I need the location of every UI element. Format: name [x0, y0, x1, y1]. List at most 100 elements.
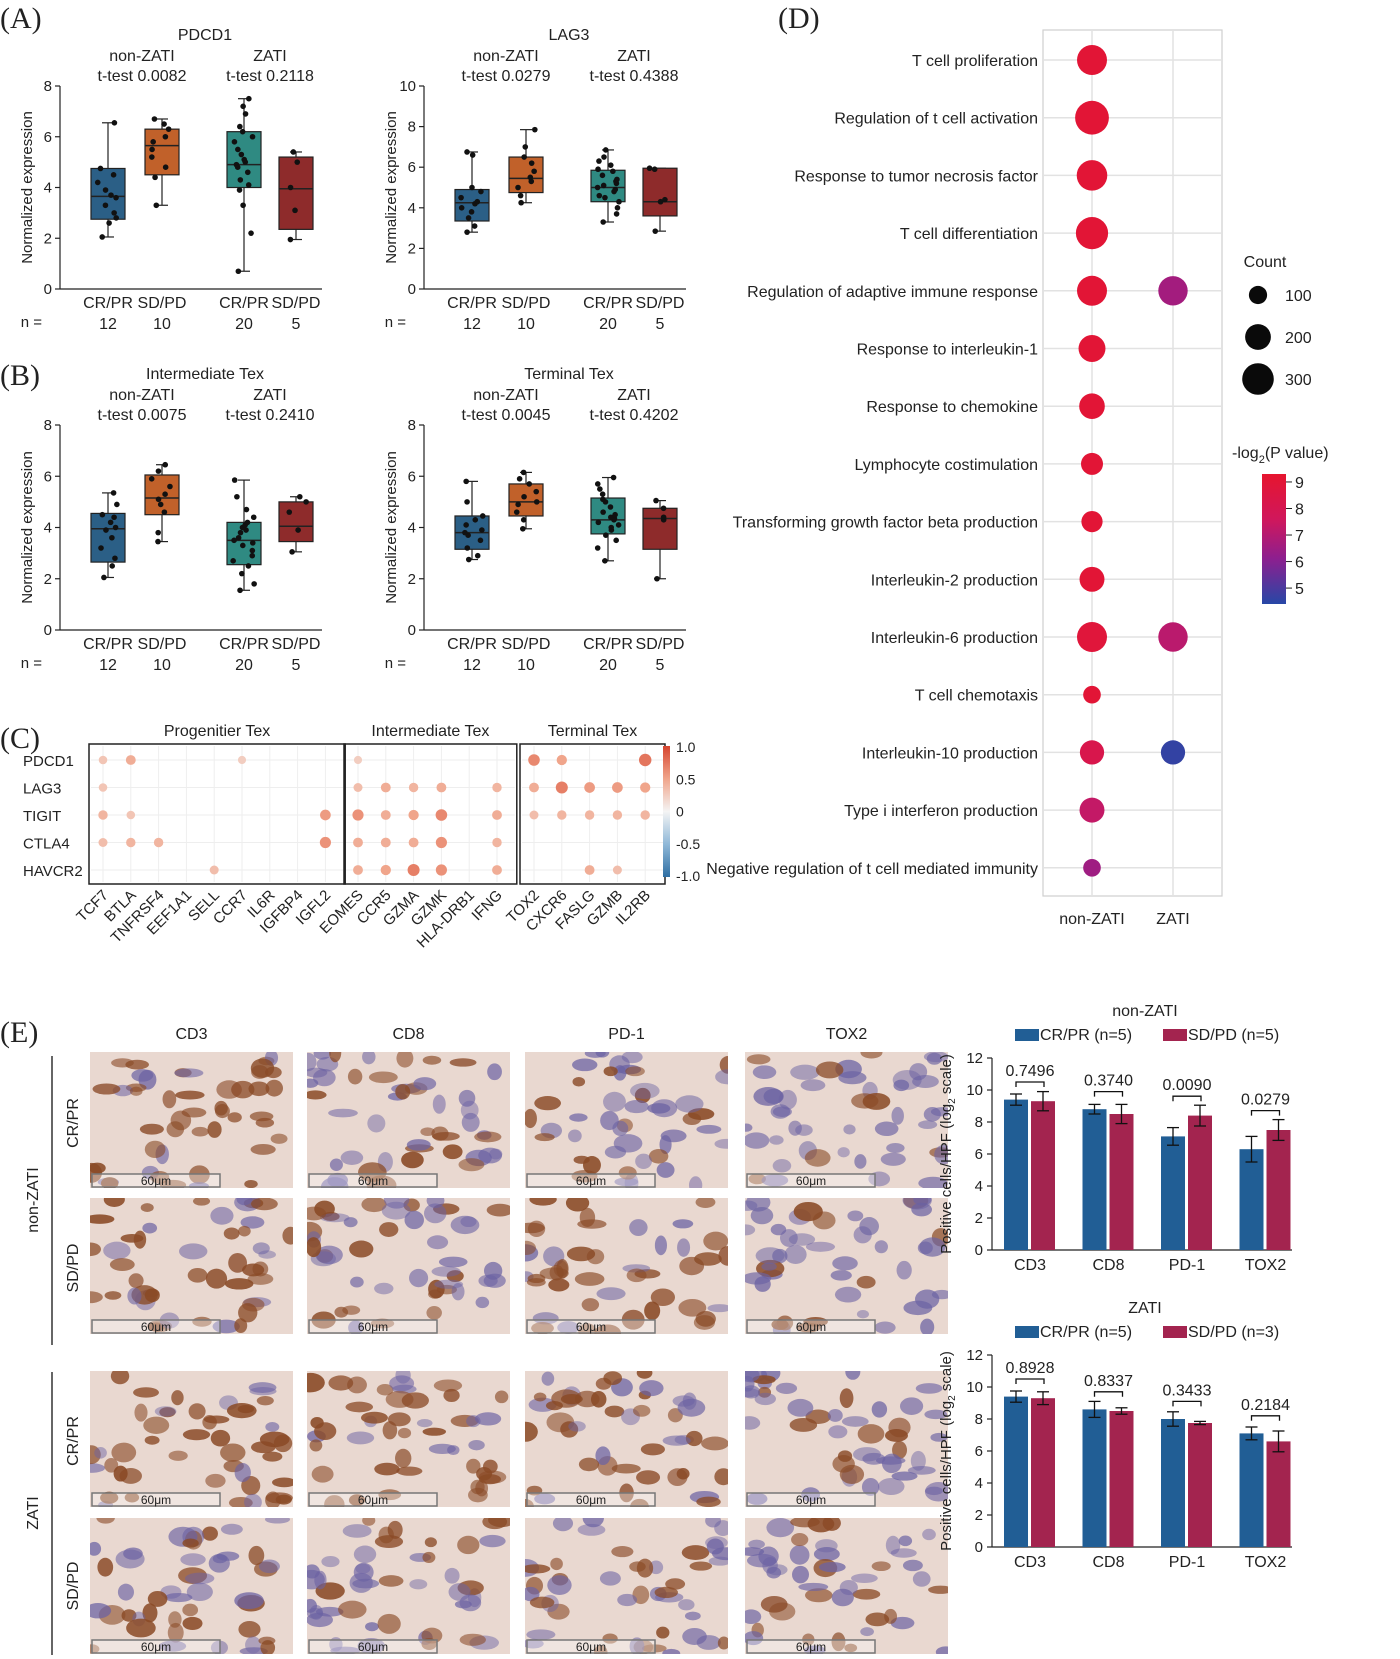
- correlation-heatmap: PDCD1 LAG3 TIGIT CTLA4 HAVCR2 Progenitier Tex…: [23, 723, 700, 951]
- significance-bracket: [1172, 1400, 1202, 1407]
- nucleus: [795, 1124, 813, 1136]
- stained-cell: [442, 1144, 463, 1160]
- stained-cell: [884, 1608, 898, 1624]
- stained-cell: [307, 1237, 322, 1258]
- heatmap-cell: [408, 837, 419, 848]
- stained-cell: [214, 1100, 228, 1116]
- stained-cell: [362, 1518, 376, 1526]
- bar-tox2-crpr: [1239, 1433, 1264, 1547]
- data-point: [296, 493, 303, 500]
- data-point: [652, 228, 659, 234]
- stained-cell: [852, 1588, 881, 1600]
- colorbar-tick-label: 6: [1295, 555, 1304, 572]
- nucleus: [599, 1571, 621, 1586]
- nucleus: [880, 1152, 906, 1166]
- x-category-label: CR/PR: [83, 295, 133, 312]
- bubble-point: [1077, 45, 1107, 75]
- nucleus: [327, 1172, 348, 1188]
- stained-cell: [527, 1220, 546, 1238]
- stained-cell: [815, 1061, 844, 1079]
- stained-cell: [581, 1298, 600, 1312]
- nucleus: [911, 1202, 932, 1217]
- data-point: [244, 169, 251, 176]
- nucleus: [935, 1646, 948, 1654]
- stained-cell: [443, 1388, 460, 1403]
- group-name-zati: ZATI: [617, 387, 650, 404]
- heatmap-cell: [380, 782, 391, 793]
- nucleus: [875, 1456, 906, 1465]
- stained-cell: [547, 1603, 570, 1620]
- stained-cell: [205, 1268, 228, 1289]
- nucleus: [340, 1150, 364, 1165]
- stained-cell: [311, 1465, 334, 1483]
- data-point: [599, 491, 606, 497]
- stained-cell: [171, 1390, 184, 1406]
- data-point: [458, 205, 465, 211]
- data-point: [109, 563, 116, 569]
- nucleus: [478, 1147, 503, 1164]
- stained-cell: [422, 1427, 447, 1436]
- y-tick-label: 4: [975, 1475, 983, 1492]
- stained-cell: [611, 1463, 641, 1474]
- stained-cell: [630, 1498, 649, 1507]
- data-point: [102, 202, 109, 209]
- data-point: [109, 534, 115, 541]
- ttest-nonzati: t-test 0.0075: [98, 407, 187, 424]
- data-point: [515, 184, 521, 191]
- stained-cell: [640, 1443, 665, 1456]
- data-point: [112, 555, 118, 562]
- stained-cell: [603, 1371, 623, 1385]
- bubble-point: [1158, 622, 1188, 652]
- nucleus: [451, 1283, 465, 1301]
- nucleus: [249, 1387, 277, 1396]
- nucleus: [307, 1078, 319, 1088]
- data-point: [477, 537, 484, 544]
- nucleus: [629, 1219, 648, 1236]
- colorbar-tick-label: 5: [1295, 581, 1304, 598]
- heatmap-cell: [319, 836, 331, 849]
- data-point: [463, 522, 469, 528]
- scale-bar-label: 60μm: [141, 1320, 171, 1334]
- nucleus: [770, 1104, 791, 1119]
- data-point: [520, 469, 527, 476]
- stained-cell: [193, 1198, 211, 1206]
- stained-cell: [718, 1245, 728, 1266]
- stained-cell: [349, 1240, 374, 1258]
- nucleus: [891, 1471, 918, 1481]
- bar-tox2-sdpd: [1266, 1441, 1291, 1547]
- n-prefix: n =: [21, 655, 43, 672]
- stained-cell: [689, 1561, 713, 1571]
- sample-count: 5: [292, 316, 301, 333]
- nucleus: [525, 1638, 544, 1649]
- data-point: [522, 144, 529, 150]
- stained-cell: [92, 1083, 121, 1095]
- stained-cell: [771, 1319, 789, 1330]
- nucleus: [328, 1108, 358, 1118]
- stained-cell: [307, 1090, 327, 1100]
- nucleus: [923, 1052, 948, 1063]
- scale-bar-label: 60μm: [141, 1640, 171, 1654]
- nucleus: [489, 1148, 503, 1160]
- bar-cd3-sdpd: [1031, 1398, 1055, 1547]
- stained-cell: [104, 1458, 119, 1473]
- data-point: [101, 574, 107, 581]
- data-point: [612, 511, 618, 518]
- bar-pd-1-crpr: [1161, 1136, 1185, 1250]
- data-point: [458, 194, 464, 201]
- data-point: [527, 174, 534, 181]
- data-point: [601, 154, 607, 160]
- nucleus: [90, 1463, 106, 1473]
- stained-cell: [397, 1427, 412, 1439]
- data-point: [150, 139, 156, 145]
- scale-bar: [746, 1639, 876, 1654]
- nucleus: [859, 1217, 879, 1236]
- bar-pd-1-sdpd: [1188, 1423, 1212, 1547]
- nucleus: [745, 1200, 758, 1211]
- legend-swatch: [1163, 1326, 1187, 1338]
- heatmap-cell: [98, 810, 108, 820]
- stained-cell: [374, 1462, 400, 1476]
- stained-cell: [168, 1611, 182, 1628]
- nucleus: [792, 1565, 810, 1584]
- stained-cell: [370, 1318, 395, 1329]
- scale-bar-label: 60μm: [141, 1174, 171, 1188]
